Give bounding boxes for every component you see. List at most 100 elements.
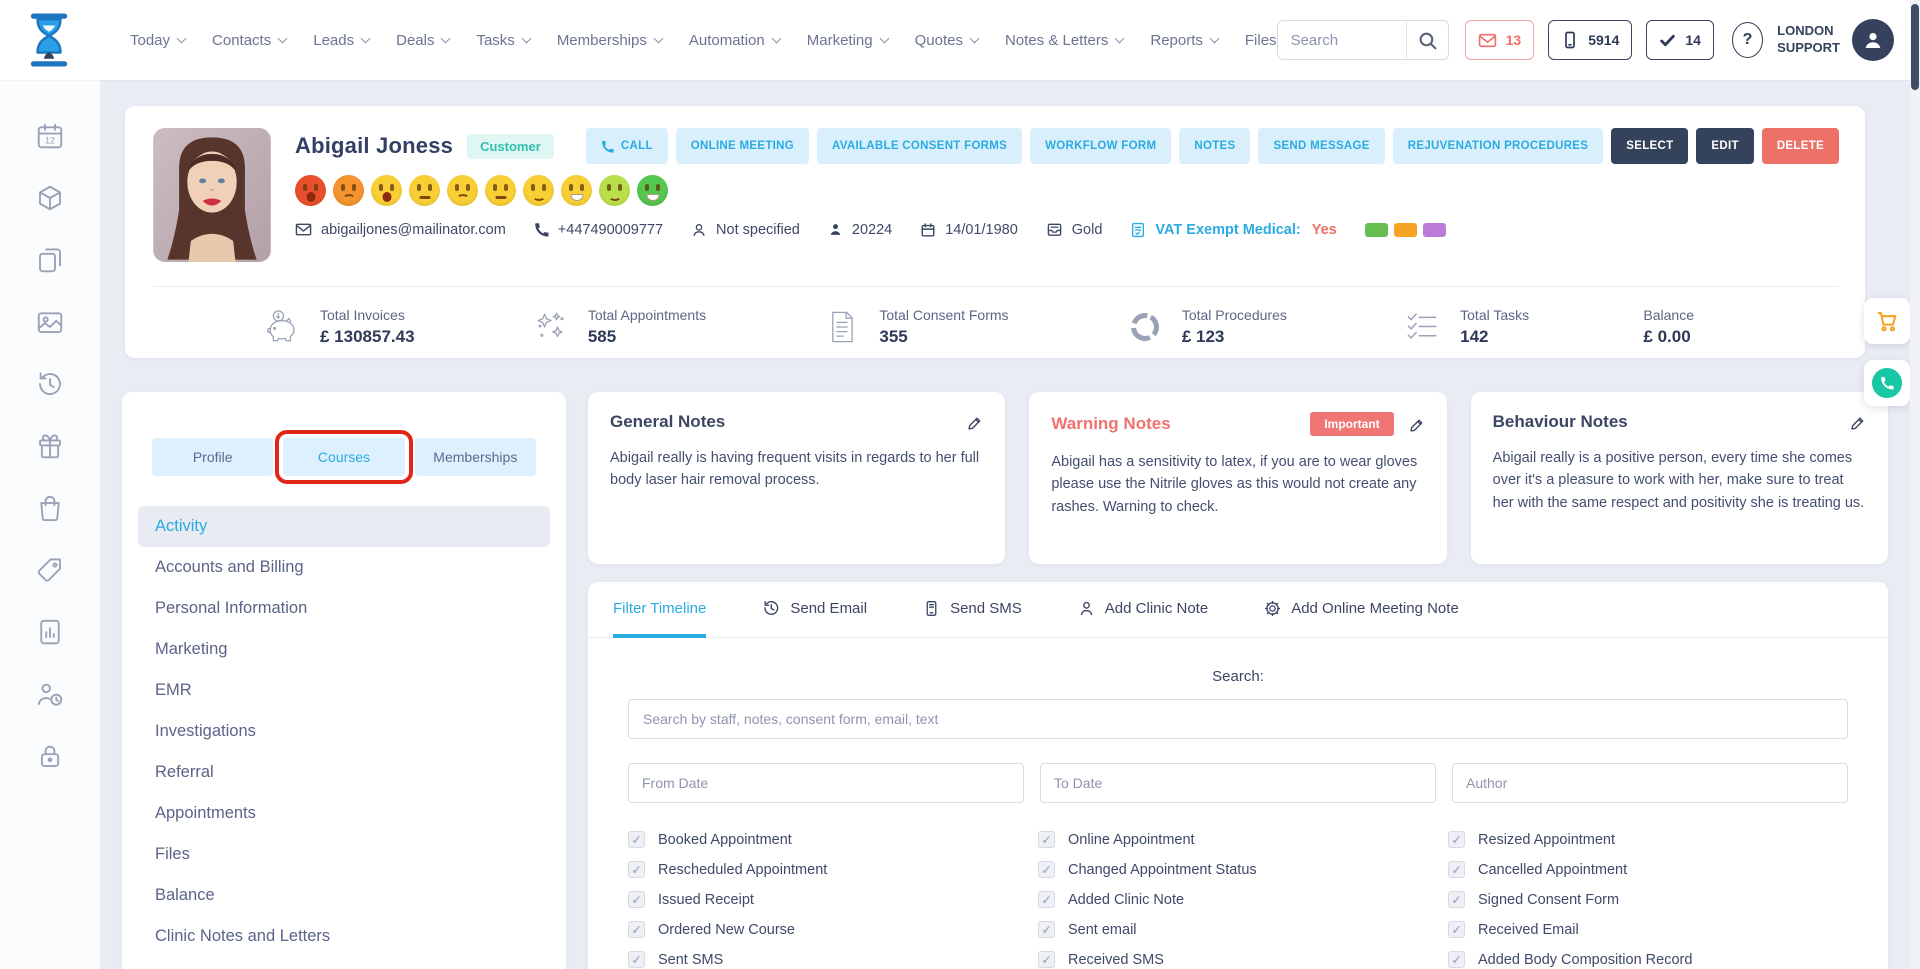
filter-checkbox[interactable]: ✓ Sent email xyxy=(1038,921,1438,938)
patient-action-button[interactable]: SEND MESSAGE xyxy=(1258,128,1385,164)
checkbox-check-icon[interactable]: ✓ xyxy=(628,951,645,968)
filter-checkbox[interactable]: ✓ Rescheduled Appointment xyxy=(628,861,1028,878)
checkbox-check-icon[interactable]: ✓ xyxy=(628,831,645,848)
nav-item[interactable]: Reports xyxy=(1150,32,1220,49)
package-icon[interactable] xyxy=(34,182,66,214)
pages-icon[interactable] xyxy=(34,244,66,276)
filter-checkbox[interactable]: ✓ Ordered New Course xyxy=(628,921,1028,938)
user-clock-icon[interactable] xyxy=(34,678,66,710)
checkbox-check-icon[interactable]: ✓ xyxy=(1038,861,1055,878)
help-icon[interactable]: ? xyxy=(1731,22,1764,58)
checkbox-check-icon[interactable]: ✓ xyxy=(1448,861,1465,878)
nav-item[interactable]: Notes & Letters xyxy=(1005,32,1125,49)
checkbox-check-icon[interactable]: ✓ xyxy=(1038,891,1055,908)
filter-checkbox[interactable]: ✓ Changed Appointment Status xyxy=(1038,861,1438,878)
patient-action-button[interactable]: DELETE xyxy=(1761,128,1839,164)
report-icon[interactable] xyxy=(34,616,66,648)
email-count-badge[interactable]: 13 xyxy=(1464,20,1535,60)
filter-checkbox[interactable]: ✓ Received SMS xyxy=(1038,951,1438,968)
profile-menu-item[interactable]: EMR xyxy=(138,670,550,711)
photo-icon[interactable] xyxy=(34,306,66,338)
profile-menu-item[interactable]: Referral xyxy=(138,752,550,793)
checkbox-check-icon[interactable]: ✓ xyxy=(1448,951,1465,968)
checkbox-check-icon[interactable]: ✓ xyxy=(1448,831,1465,848)
gift-icon[interactable] xyxy=(34,430,66,462)
user-avatar[interactable] xyxy=(1852,19,1894,61)
checkbox-check-icon[interactable]: ✓ xyxy=(628,891,645,908)
nav-item[interactable]: Today xyxy=(130,32,187,49)
timeline-search-input[interactable] xyxy=(628,699,1848,739)
filter-checkbox[interactable]: ✓ Signed Consent Form xyxy=(1448,891,1848,908)
mood-face-icon[interactable] xyxy=(485,175,516,206)
nav-item[interactable]: Leads xyxy=(313,32,371,49)
filter-checkbox[interactable]: ✓ Online Appointment xyxy=(1038,831,1438,848)
calendar-icon[interactable]: 12 xyxy=(34,120,66,152)
sms-count-badge[interactable]: 5914 xyxy=(1548,20,1633,60)
profile-menu-item[interactable]: Audio Notes xyxy=(138,957,550,969)
profile-tab[interactable]: Memberships xyxy=(414,438,536,476)
patient-action-button[interactable]: REJUVENATION PROCEDURES xyxy=(1392,128,1604,164)
patient-action-button[interactable]: ONLINE MEETING xyxy=(675,128,809,164)
patient-action-button[interactable]: SELECT xyxy=(1611,128,1689,164)
tab-send-email[interactable]: Send Email xyxy=(762,582,867,638)
nav-item[interactable]: Contacts xyxy=(212,32,288,49)
tag-icon[interactable] xyxy=(34,554,66,586)
task-count-badge[interactable]: 14 xyxy=(1646,20,1714,60)
patient-action-button[interactable]: CALL xyxy=(585,128,668,164)
profile-menu-item[interactable]: Investigations xyxy=(138,711,550,752)
mood-face-icon[interactable] xyxy=(447,175,478,206)
search-icon[interactable] xyxy=(1405,21,1448,59)
profile-menu-item[interactable]: Balance xyxy=(138,875,550,916)
patient-action-button[interactable]: NOTES xyxy=(1179,128,1251,164)
profile-menu-item[interactable]: Files xyxy=(138,834,550,875)
from-date-input[interactable] xyxy=(628,763,1024,803)
nav-item[interactable]: Memberships xyxy=(557,32,664,49)
author-input[interactable] xyxy=(1452,763,1848,803)
filter-checkbox[interactable]: ✓ Added Clinic Note xyxy=(1038,891,1438,908)
checkbox-check-icon[interactable]: ✓ xyxy=(1448,891,1465,908)
filter-checkbox[interactable]: ✓ Booked Appointment xyxy=(628,831,1028,848)
app-logo-hourglass-icon[interactable] xyxy=(26,13,72,67)
profile-menu-item[interactable]: Activity xyxy=(138,506,550,547)
scrollbar-thumb[interactable] xyxy=(1911,4,1919,90)
nav-item[interactable]: Tasks xyxy=(476,32,532,49)
checkbox-check-icon[interactable]: ✓ xyxy=(1448,921,1465,938)
checkbox-check-icon[interactable]: ✓ xyxy=(1038,831,1055,848)
profile-menu-item[interactable]: Personal Information xyxy=(138,588,550,629)
profile-tab[interactable]: Courses xyxy=(275,430,413,484)
call-support-button[interactable] xyxy=(1864,360,1910,406)
lock-icon[interactable] xyxy=(34,740,66,772)
to-date-input[interactable] xyxy=(1040,763,1436,803)
nav-item[interactable]: Files xyxy=(1245,32,1277,49)
filter-checkbox[interactable]: ✓ Cancelled Appointment xyxy=(1448,861,1848,878)
patient-action-button[interactable]: AVAILABLE CONSENT FORMS xyxy=(817,128,1023,164)
nav-item[interactable]: Automation xyxy=(689,32,782,49)
mood-face-icon[interactable] xyxy=(371,175,402,206)
profile-menu-item[interactable]: Marketing xyxy=(138,629,550,670)
checkbox-check-icon[interactable]: ✓ xyxy=(628,921,645,938)
mood-face-icon[interactable] xyxy=(333,175,364,206)
edit-pencil-icon[interactable] xyxy=(1408,416,1425,433)
filter-checkbox[interactable]: ✓ Issued Receipt xyxy=(628,891,1028,908)
profile-menu-item[interactable]: Clinic Notes and Letters xyxy=(138,916,550,957)
edit-pencil-icon[interactable] xyxy=(966,414,983,431)
history-icon[interactable] xyxy=(34,368,66,400)
filter-checkbox[interactable]: ✓ Received Email xyxy=(1448,921,1848,938)
checkbox-check-icon[interactable]: ✓ xyxy=(628,861,645,878)
checkbox-check-icon[interactable]: ✓ xyxy=(1038,921,1055,938)
checkbox-check-icon[interactable]: ✓ xyxy=(1038,951,1055,968)
nav-item[interactable]: Deals xyxy=(396,32,451,49)
tab-add-clinic-note[interactable]: Add Clinic Note xyxy=(1078,582,1208,638)
mood-face-icon[interactable] xyxy=(637,175,668,206)
mood-face-icon[interactable] xyxy=(561,175,592,206)
mood-face-icon[interactable] xyxy=(523,175,554,206)
mood-face-icon[interactable] xyxy=(409,175,440,206)
mood-face-icon[interactable] xyxy=(295,175,326,206)
profile-menu-item[interactable]: Appointments xyxy=(138,793,550,834)
tab-add-online-meeting-note[interactable]: Add Online Meeting Note xyxy=(1264,582,1459,638)
cart-button[interactable] xyxy=(1864,298,1910,344)
shopping-bag-icon[interactable] xyxy=(34,492,66,524)
tab-filter-timeline[interactable]: Filter Timeline xyxy=(613,582,707,638)
edit-pencil-icon[interactable] xyxy=(1849,414,1866,431)
search-input[interactable] xyxy=(1277,31,1406,49)
